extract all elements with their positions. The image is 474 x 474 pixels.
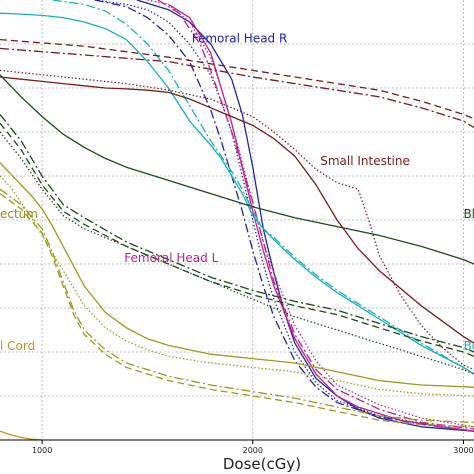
- series-line-1: [94, 0, 474, 432]
- annotation-layer: Femoral Head R Small Intestine Bl ectum Femo…: [0, 32, 474, 353]
- series-line-4: [157, 0, 474, 430]
- series-line-12: [0, 74, 474, 265]
- x-tick-label: 2000: [243, 446, 263, 455]
- series-line-13: [0, 122, 474, 357]
- series-line-2: [94, 0, 474, 432]
- series-line-16: [0, 162, 474, 388]
- series-label-3: ectum: [0, 207, 38, 221]
- series-label-0: Femoral Head R: [192, 32, 288, 46]
- series-line-7: [52, 0, 474, 375]
- x-axis-title: Dose(cGy): [223, 455, 301, 473]
- series-line-8: [0, 76, 474, 344]
- series-line-20: [0, 430, 43, 441]
- series-label-1: Small Intestine: [320, 154, 410, 168]
- series-label-5: l Cord: [0, 339, 35, 353]
- series-line-9: [0, 38, 474, 120]
- series-label-6: Bo: [463, 339, 474, 353]
- series-line-17: [0, 188, 474, 424]
- series-label-4: Femoral Head L: [124, 251, 218, 265]
- series-label-2: Bl: [463, 207, 474, 221]
- x-tick-label: 3000: [453, 446, 473, 455]
- series-line-5: [147, 0, 474, 428]
- series-line-15: [0, 131, 474, 375]
- series-line-19: [0, 175, 474, 397]
- series-line-18: [0, 193, 474, 428]
- x-tick-label: 1000: [32, 446, 52, 455]
- series-line-0: [136, 0, 474, 432]
- grid-layer: [0, 0, 474, 440]
- series-line-11: [0, 69, 474, 371]
- series-line-10: [0, 47, 474, 129]
- series-layer: [0, 0, 474, 441]
- series-line-14: [0, 113, 474, 353]
- axis-layer: 1000 2000 3000: [0, 439, 474, 455]
